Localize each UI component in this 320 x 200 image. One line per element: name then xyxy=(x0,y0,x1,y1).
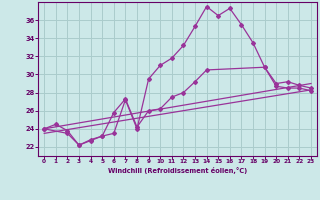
X-axis label: Windchill (Refroidissement éolien,°C): Windchill (Refroidissement éolien,°C) xyxy=(108,167,247,174)
